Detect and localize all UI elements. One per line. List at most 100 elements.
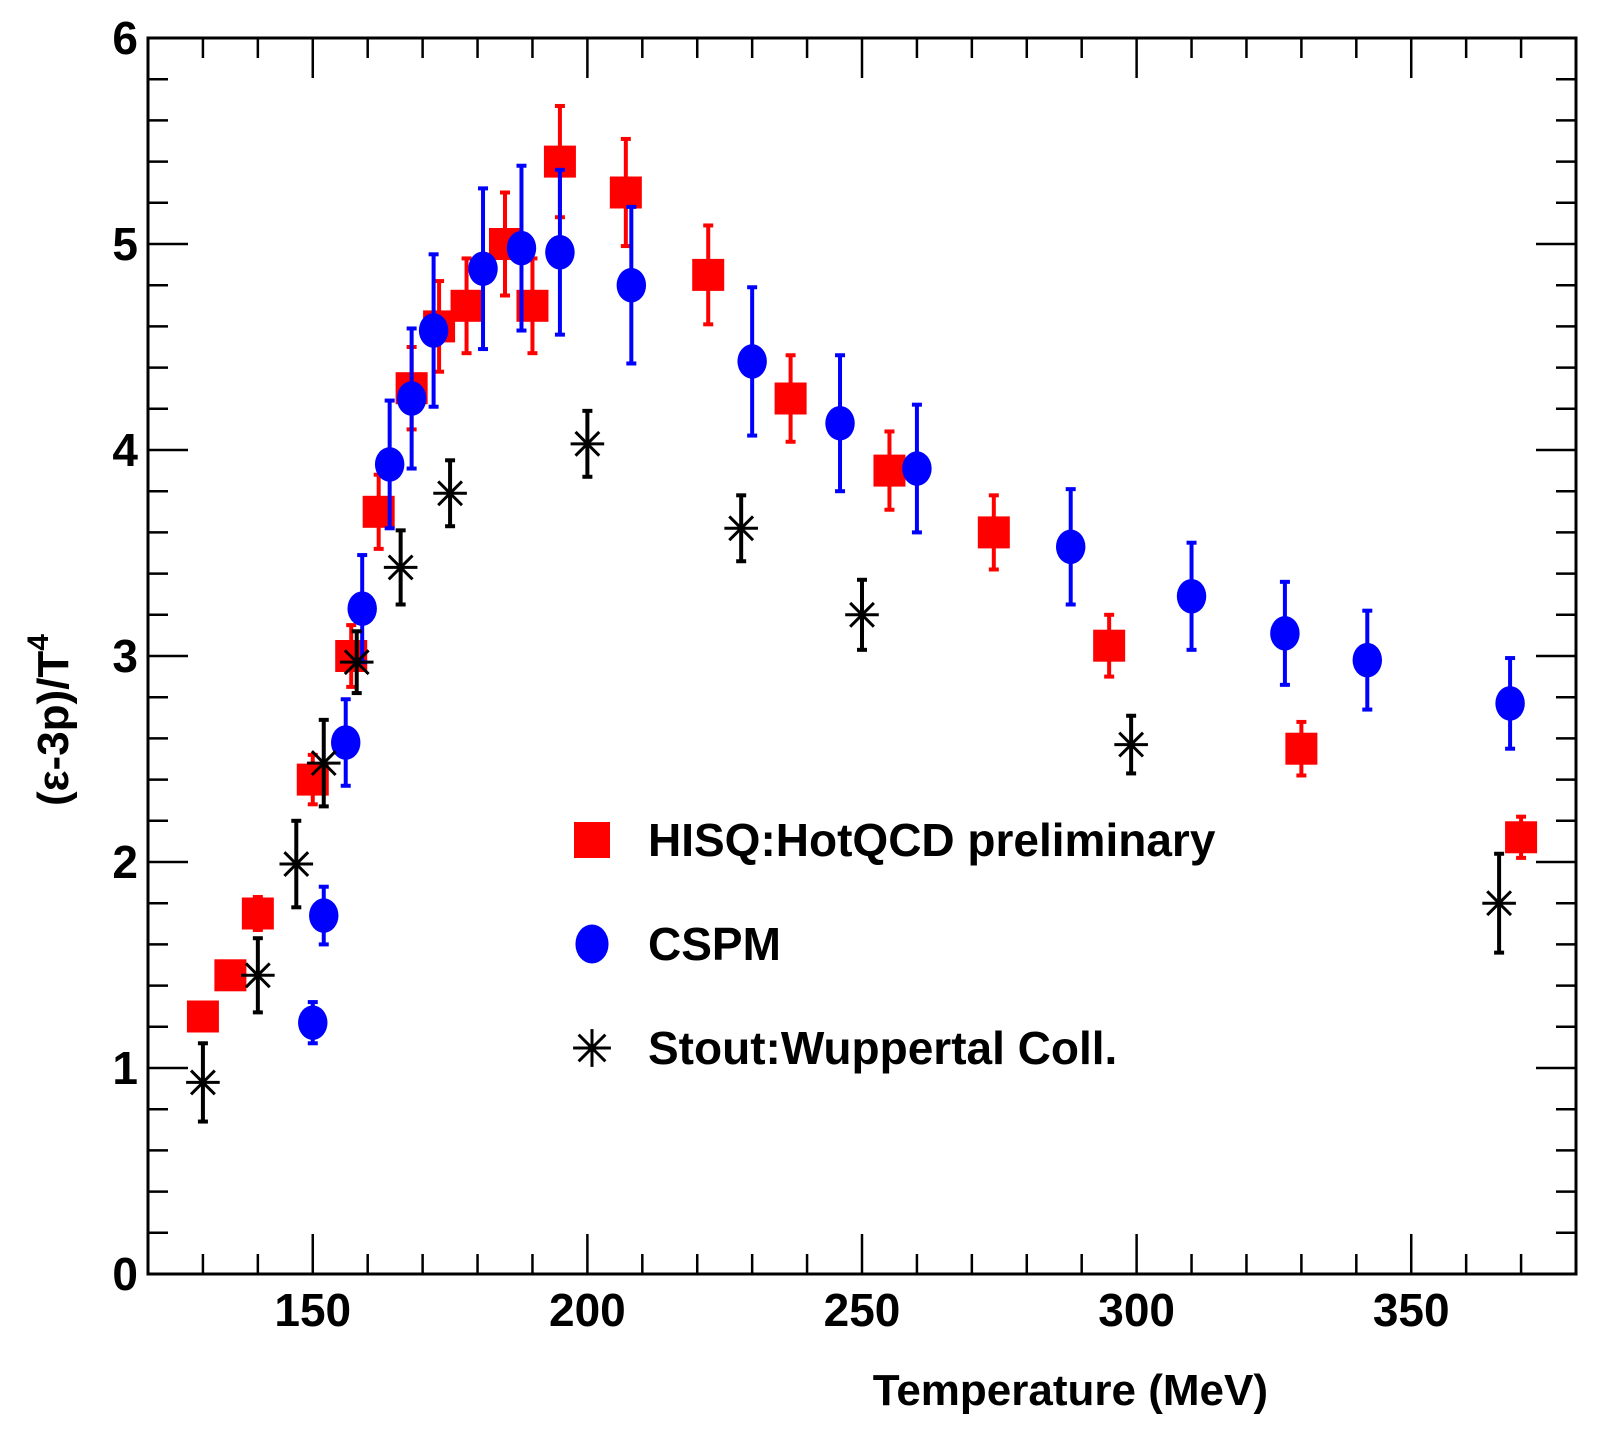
data-points [186, 103, 1538, 1124]
y-tick-label: 3 [112, 630, 138, 682]
marker-circle [374, 447, 405, 482]
data-point [374, 398, 405, 531]
star-stroke [387, 554, 414, 581]
data-point [1285, 719, 1318, 778]
x-axis-title: Temperature (MeV) [873, 1366, 1268, 1415]
star-stroke [310, 750, 337, 777]
data-point [396, 326, 427, 471]
marker-circle [418, 313, 449, 348]
marker-circle [298, 1005, 328, 1040]
y-axis-title-group: (ε-3p)/T4 [22, 634, 78, 806]
data-point [339, 629, 374, 696]
legend-entry: Stout:Wuppertal Coll. [573, 1022, 1117, 1074]
marker-star [433, 476, 467, 511]
star-stroke [437, 480, 464, 507]
data-point [1055, 487, 1086, 607]
marker-square [774, 382, 807, 415]
star-stroke [189, 1069, 216, 1096]
legend-marker-circle [575, 924, 609, 964]
marker-circle [468, 251, 498, 286]
data-point [298, 1000, 328, 1046]
x-tick-label: 350 [1373, 1284, 1450, 1336]
marker-circle [331, 725, 361, 760]
marker-square [1505, 821, 1538, 854]
marker-star [339, 645, 374, 679]
marker-square [186, 1000, 219, 1033]
marker-square [1093, 629, 1126, 662]
data-point [331, 697, 361, 788]
series-square [186, 103, 1538, 1033]
legend-entry: CSPM [575, 918, 781, 970]
marker-circle [545, 234, 575, 270]
star-stroke [728, 515, 755, 542]
x-tick-label: 150 [274, 1284, 351, 1336]
data-point [545, 167, 575, 337]
marker-star [186, 1065, 220, 1100]
data-point [737, 285, 767, 438]
marker-star [1482, 886, 1516, 920]
y-tick-label: 2 [112, 836, 138, 888]
marker-circle [1495, 686, 1525, 721]
marker-circle [347, 591, 377, 626]
data-point [306, 717, 341, 809]
data-point [1176, 540, 1207, 652]
star-stroke [1118, 731, 1145, 758]
y-tick-label: 0 [112, 1248, 138, 1300]
y-axis-title-superscript: 4 [22, 634, 55, 651]
data-point [186, 1000, 219, 1033]
marker-circle [1352, 642, 1383, 678]
star-stroke [577, 1033, 607, 1063]
data-point [1270, 579, 1300, 687]
data-point [1505, 814, 1538, 860]
marker-star [241, 958, 275, 993]
data-point [1114, 713, 1148, 776]
data-point [609, 136, 642, 249]
marker-circle [1270, 616, 1300, 651]
data-point [241, 895, 274, 932]
star-stroke [849, 601, 875, 628]
data-point [241, 936, 275, 1015]
marker-star [383, 550, 418, 585]
marker-circle [1176, 578, 1207, 614]
legend-label: HISQ:HotQCD preliminary [648, 814, 1216, 866]
data-point [774, 353, 807, 444]
legend-marker-star [573, 1029, 611, 1067]
star-stroke [244, 962, 271, 989]
y-tick-label: 4 [112, 424, 138, 476]
data-point [1482, 851, 1516, 955]
y-tick-label: 6 [112, 12, 138, 64]
legend-label: Stout:Wuppertal Coll. [648, 1022, 1117, 1074]
data-point [873, 429, 906, 512]
data-point [825, 353, 855, 494]
data-point [616, 204, 647, 366]
star-stroke [1486, 890, 1513, 917]
data-point [1495, 656, 1525, 751]
svg-text:(ε-3p)/T4: (ε-3p)/T4 [22, 634, 78, 806]
data-point [450, 256, 483, 356]
star-stroke [283, 851, 310, 878]
data-point [845, 577, 879, 652]
data-point [468, 186, 498, 352]
marker-square [873, 454, 906, 487]
marker-circle [902, 451, 932, 486]
axis-ticks [148, 36, 1576, 1276]
marker-square [692, 258, 725, 291]
marker-square [241, 897, 274, 930]
marker-square [977, 516, 1010, 549]
x-tick-label: 200 [549, 1284, 626, 1336]
data-point [186, 1041, 220, 1124]
marker-circle [396, 381, 427, 416]
x-tick-label: 300 [1098, 1284, 1175, 1336]
legend: HISQ:HotQCD preliminary CSPM Stout:Wuppert… [573, 814, 1216, 1074]
legend-marker-square [574, 822, 610, 858]
data-point [309, 884, 339, 947]
legend-label: CSPM [648, 918, 781, 970]
data-point [279, 818, 314, 910]
axis-tick-labels: 0 1 2 3 4 5 6 150 200 250 300 350 [112, 12, 1449, 1336]
data-point [692, 223, 725, 327]
series-circle [298, 163, 1525, 1046]
marker-square [609, 176, 642, 209]
data-point [902, 402, 932, 535]
data-point [570, 408, 605, 479]
